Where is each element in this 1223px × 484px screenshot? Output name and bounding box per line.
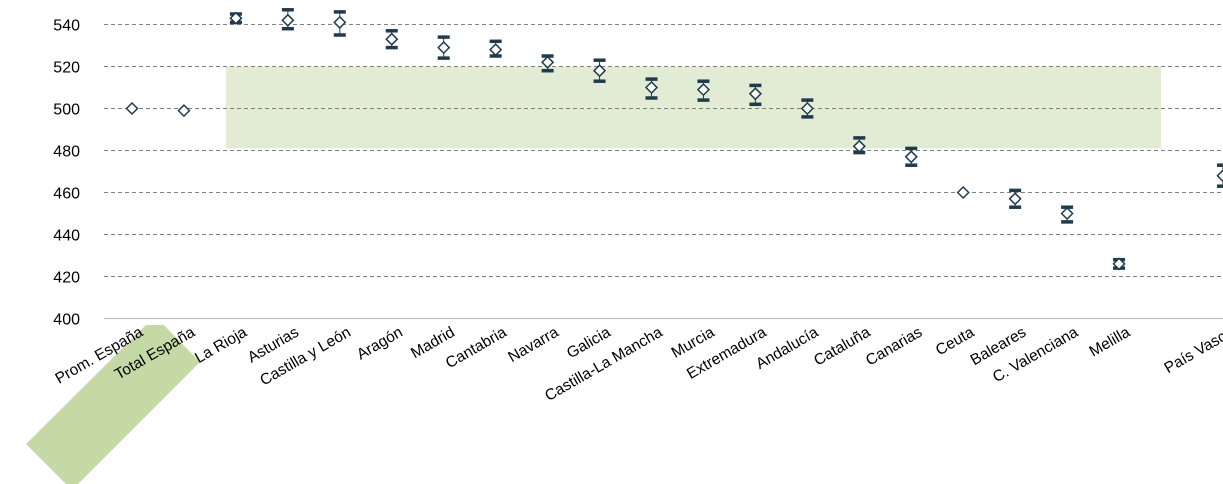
data-point	[800, 101, 814, 116]
data-point	[229, 11, 243, 25]
data-point	[177, 104, 191, 118]
data-point	[489, 43, 503, 57]
y-tick-label: 500	[53, 102, 80, 119]
label-highlight-band	[26, 325, 200, 484]
data-point	[956, 185, 970, 200]
y-tick-label: 400	[53, 312, 80, 329]
y-tick-label: 420	[53, 270, 80, 287]
reference-band	[225, 66, 1162, 149]
data-point	[852, 139, 866, 153]
data-point	[125, 101, 139, 116]
data-point	[748, 87, 762, 101]
y-tick-label: 540	[53, 18, 80, 35]
data-point	[644, 80, 659, 95]
category-label: Melilla	[1086, 324, 1133, 361]
y-tick-label: 440	[53, 228, 80, 245]
y-tick-label: 480	[53, 144, 80, 161]
y-tick-label: 520	[53, 60, 80, 77]
data-point	[541, 55, 555, 69]
category-label: País Vasco	[1162, 324, 1223, 377]
y-axis-tick-labels: 400 420 440 460 480 500 520 540	[53, 18, 80, 329]
y-tick-label: 460	[53, 186, 80, 203]
data-point	[333, 15, 347, 29]
category-label: Canarias	[863, 324, 925, 370]
data-points	[125, 11, 1223, 271]
data-point	[281, 13, 295, 27]
category-label: Aragón	[354, 324, 406, 364]
category-label: Cataluña	[811, 324, 874, 370]
data-point	[1060, 206, 1074, 221]
data-point	[385, 32, 399, 46]
category-label: Navarra	[505, 324, 562, 366]
data-point	[437, 41, 451, 55]
data-point	[1216, 169, 1223, 183]
data-point	[696, 83, 711, 97]
data-point	[904, 150, 918, 164]
data-point	[1008, 192, 1022, 206]
data-point	[592, 64, 607, 78]
category-label: La Rioja	[192, 324, 250, 367]
gridlines	[104, 24, 1223, 320]
category-label: Castilla y León	[257, 324, 354, 390]
data-point	[1112, 257, 1126, 271]
